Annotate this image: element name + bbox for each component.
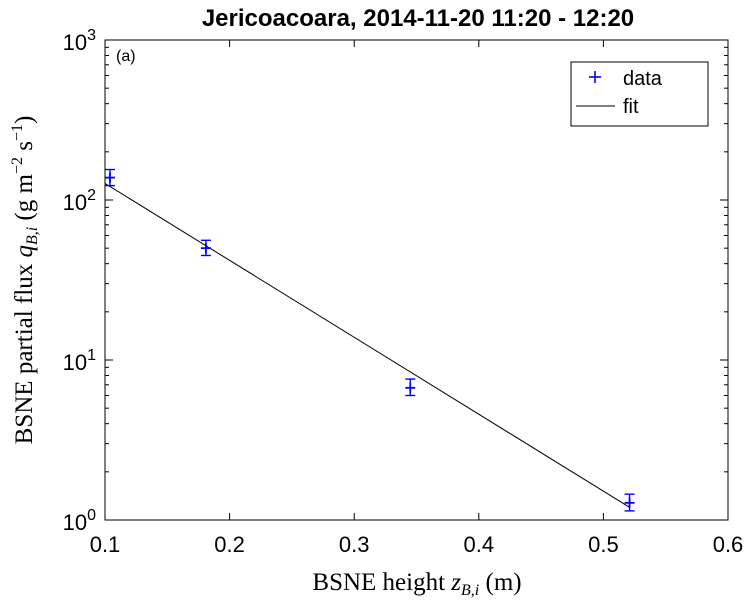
y-axis-label-unit-mid: s: [11, 141, 38, 157]
x-tick-label-3: 0.4: [464, 532, 495, 557]
legend-label-data: data: [623, 68, 663, 90]
x-axis-label-math: z: [450, 569, 461, 596]
chart-title: Jericoacoara, 2014-11-20 11:20 - 12:20: [202, 5, 634, 32]
y-tick-label-1: 101: [63, 347, 96, 375]
data-points-layer: [104, 168, 635, 512]
data-point-3: [624, 493, 635, 512]
data-point-1: [200, 239, 211, 257]
x-axis-ticks: 0.1 0.2 0.3 0.4 0.5 0.6: [90, 40, 744, 557]
x-tick-label-0: 0.1: [90, 532, 121, 557]
x-tick-label-5: 0.6: [713, 532, 744, 557]
y-tick-label-3: 103: [63, 27, 96, 55]
y-axis-label-math: q: [11, 245, 38, 258]
y-tick-label-0: 100: [63, 507, 96, 535]
legend-box: [570, 61, 709, 127]
fit-line: [104, 182, 630, 508]
y-axis-label-text: BSNE partial flux: [11, 258, 38, 445]
x-axis-label: BSNE height zB,i (m): [312, 569, 521, 599]
data-point-2: [405, 378, 416, 397]
legend: data fit: [570, 61, 709, 127]
data-point-0: [104, 168, 115, 187]
legend-label-fit: fit: [623, 96, 639, 118]
fit-layer: [104, 182, 630, 508]
y-axis-label: BSNE partial flux qB,i (g m−2 s−1): [9, 116, 41, 445]
panel-label: (a): [116, 48, 136, 65]
y-axis-label-exp1: −2: [9, 157, 26, 174]
y-axis-label-sub: B,i: [24, 227, 41, 245]
y-tick-label-2: 102: [63, 187, 96, 215]
x-axis-label-text: BSNE height: [312, 569, 451, 596]
y-axis-ticks: 100 101 102 103: [63, 27, 728, 535]
x-tick-label-4: 0.5: [588, 532, 619, 557]
y-axis-label-exp2: −1: [9, 124, 26, 141]
x-axis-label-unit: (m): [479, 569, 521, 596]
x-tick-label-2: 0.3: [339, 532, 370, 557]
x-tick-label-1: 0.2: [214, 532, 245, 557]
x-axis-label-sub: B,i: [461, 582, 479, 599]
y-axis-label-unit-open: (g m: [11, 174, 38, 227]
y-axis-label-unit-close: ): [11, 116, 38, 124]
legend-marker-data: [589, 71, 601, 83]
